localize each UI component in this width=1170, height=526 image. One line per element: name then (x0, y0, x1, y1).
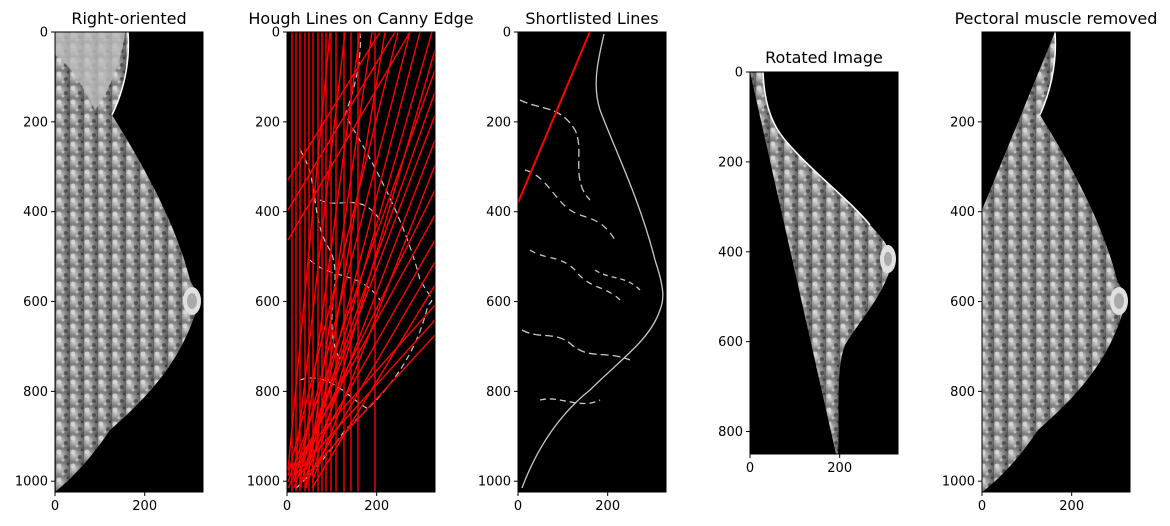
hough-line (293, 32, 346, 477)
hough-line (293, 319, 435, 477)
pectoral-removed-image (982, 32, 1128, 492)
y-tick-label: 200 (950, 115, 975, 130)
hough-line (311, 284, 435, 489)
hough-line (311, 164, 435, 483)
x-tick-label: 200 (595, 499, 620, 514)
hough-line (287, 32, 381, 181)
shortlisted-line (518, 32, 591, 204)
axes-ticks: 0 200 0 200 400 600 800 1000 (478, 26, 667, 514)
panel-title: Hough Lines on Canny Edge (248, 9, 473, 28)
y-tick-label: 0 (735, 66, 743, 81)
x-tick-label: 0 (746, 461, 754, 476)
y-tick-label: 800 (718, 425, 743, 440)
axes-frame (54, 31, 204, 493)
x-tick-label: 0 (283, 499, 291, 514)
y-tick-label: 600 (255, 295, 280, 310)
hough-line (287, 32, 411, 241)
panel-right-oriented: Right-oriented 0 200 0 200 400 600 800 1000 (15, 9, 204, 514)
y-tick-label: 400 (255, 205, 280, 220)
y-tick-label: 600 (718, 335, 743, 350)
panel-shortlisted-lines: Shortlisted Lines 0 200 0 200 400 600 800 1000 (478, 9, 667, 514)
hough-line (293, 91, 435, 489)
x-tick-label: 200 (364, 499, 389, 514)
hough-line (299, 334, 435, 483)
image-background (518, 32, 666, 492)
y-tick-label: 800 (950, 385, 975, 400)
x-tick-label: 0 (514, 499, 522, 514)
hough-line (305, 261, 435, 483)
x-tick-label: 0 (51, 499, 59, 514)
hough-line (287, 32, 331, 471)
y-tick-label: 1000 (478, 475, 511, 490)
axes-frame (517, 31, 667, 493)
x-tick-label: 0 (978, 499, 986, 514)
panel-pectoral-removed: Pectoral muscle removed 0 200 200 400 600 800… (942, 9, 1158, 514)
y-tick-label: 800 (486, 385, 511, 400)
axes-ticks: 0 200 200 400 600 800 1000 (942, 31, 1131, 514)
y-tick-label: 400 (950, 205, 975, 220)
y-tick-label: 200 (718, 155, 743, 170)
canny-edge-image (519, 33, 664, 489)
y-tick-label: 400 (23, 205, 48, 220)
y-tick-label: 400 (718, 245, 743, 260)
panel-title: Pectoral muscle removed (955, 9, 1158, 28)
y-tick-label: 1000 (942, 475, 975, 490)
hough-line (299, 114, 435, 471)
panel-title: Shortlisted Lines (525, 9, 658, 28)
y-tick-label: 0 (40, 26, 48, 41)
mammogram-image (55, 32, 201, 492)
y-tick-label: 600 (486, 295, 511, 310)
axes-ticks: 0 200 0 200 400 600 800 (718, 66, 899, 476)
hough-line (293, 214, 435, 471)
hough-line (299, 239, 435, 477)
panel-title: Rotated Image (765, 48, 883, 67)
panel-title: Right-oriented (71, 9, 186, 28)
panel-rotated-image: Rotated Image 0 200 0 200 400 600 800 (718, 48, 899, 476)
axes-frame (749, 71, 899, 455)
hough-line (305, 139, 435, 477)
hough-line (287, 32, 396, 211)
y-tick-label: 1000 (247, 475, 280, 490)
x-tick-label: 200 (1059, 499, 1084, 514)
y-tick-label: 400 (486, 205, 511, 220)
x-tick-label: 200 (132, 499, 157, 514)
y-tick-label: 200 (255, 115, 280, 130)
y-tick-label: 1000 (15, 475, 48, 490)
x-tick-label: 200 (827, 461, 852, 476)
hough-line (287, 32, 399, 477)
y-tick-label: 800 (255, 385, 280, 400)
hough-lines (287, 32, 435, 492)
rotated-mammogram-image (750, 72, 896, 454)
hough-line (305, 32, 373, 489)
y-tick-label: 800 (23, 385, 48, 400)
hough-line (287, 189, 435, 489)
axes-frame (286, 31, 436, 493)
hough-line (299, 32, 421, 489)
y-tick-label: 200 (23, 115, 48, 130)
hough-line (287, 304, 435, 471)
axes-ticks: 0 200 0 200 400 600 800 1000 (15, 26, 204, 514)
y-tick-label: 600 (950, 295, 975, 310)
axes-frame (981, 31, 1131, 493)
axes-ticks: 0 200 0 200 400 600 800 1000 (247, 26, 436, 514)
y-tick-label: 200 (486, 115, 511, 130)
y-tick-label: 0 (503, 26, 511, 41)
y-tick-label: 0 (272, 26, 280, 41)
hough-line (293, 32, 411, 483)
y-tick-label: 600 (23, 295, 48, 310)
panel-hough-lines: Hough Lines on Canny Edge 0 200 0 200 400 600… (247, 9, 474, 514)
hough-line (287, 69, 435, 483)
